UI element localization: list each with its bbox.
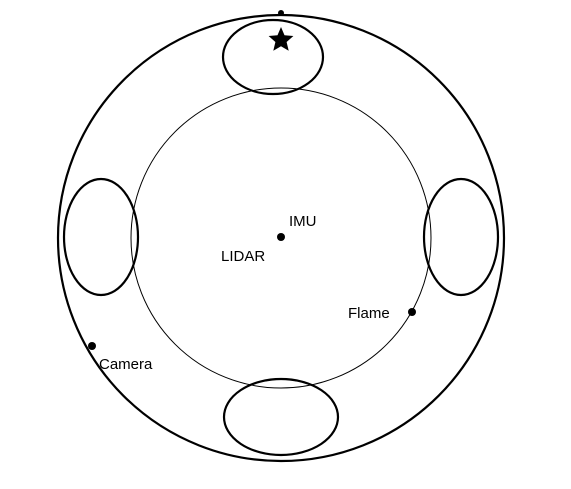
- flame-label: Flame: [348, 305, 390, 322]
- right-wheel-oval: [422, 177, 500, 297]
- inner-deck-circle: [130, 87, 432, 389]
- lidar-label: LIDAR: [221, 248, 265, 265]
- imu-lidar-point: [277, 233, 285, 241]
- imu-label: IMU: [289, 213, 317, 230]
- camera-point: [88, 342, 96, 350]
- top-wheel-oval: [221, 18, 325, 96]
- camera-label: Camera: [99, 356, 153, 373]
- top-edge-dot: [278, 10, 284, 16]
- flame-sensor-point: [408, 308, 416, 316]
- left-wheel-oval: [62, 177, 140, 297]
- bottom-wheel-oval: [222, 377, 340, 457]
- star-icon: [268, 27, 294, 51]
